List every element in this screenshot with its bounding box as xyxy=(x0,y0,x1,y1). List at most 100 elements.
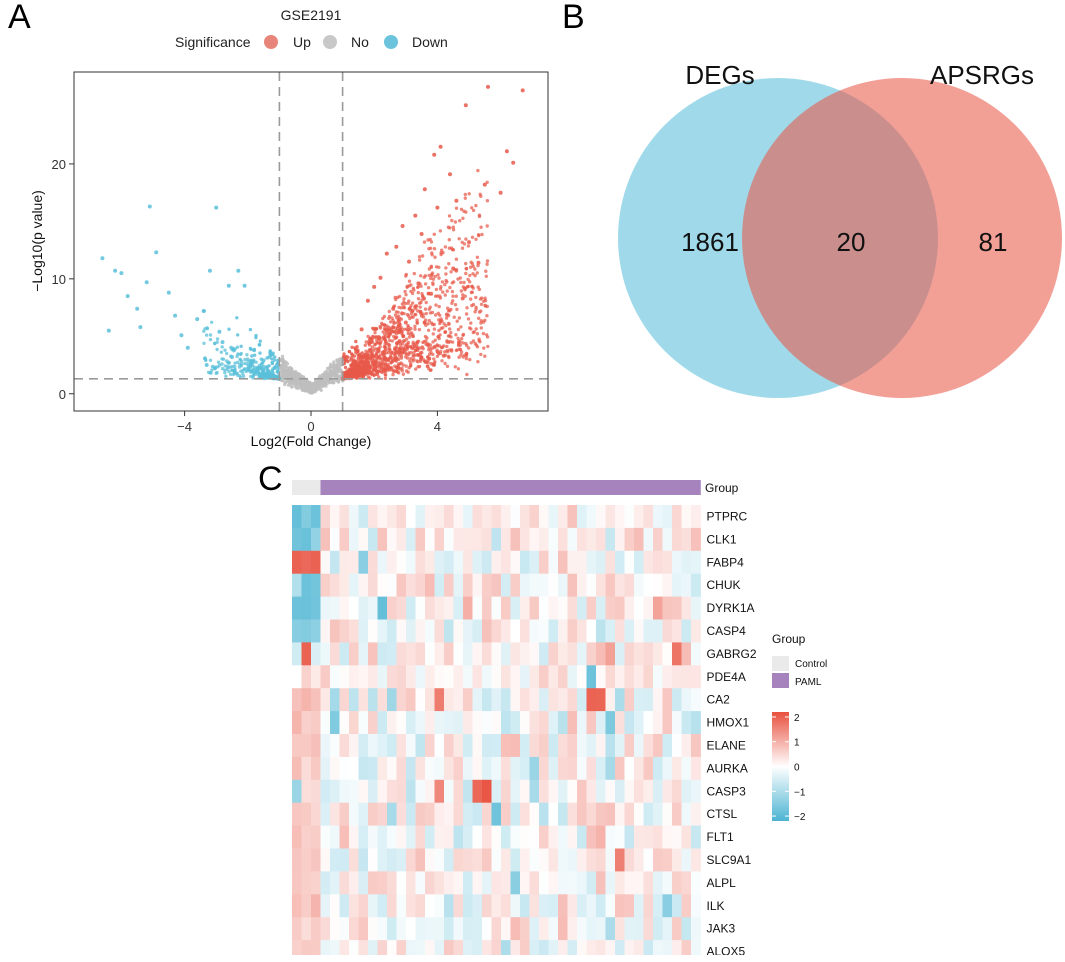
point-up xyxy=(356,355,361,359)
heatmap-cell xyxy=(434,665,445,689)
heatmap-cell xyxy=(463,802,473,826)
heatmap-cell xyxy=(510,917,521,941)
heatmap-cell xyxy=(330,573,340,597)
heatmap-cell xyxy=(463,871,473,895)
point-up xyxy=(370,340,375,344)
point-no xyxy=(298,379,302,384)
point-up xyxy=(438,229,443,233)
point-up xyxy=(389,360,394,364)
point-up xyxy=(466,277,470,282)
heatmap-cell xyxy=(491,848,502,872)
point-up xyxy=(453,220,458,224)
heatmap-cell xyxy=(548,619,559,643)
point-up xyxy=(381,335,386,340)
heatmap-cell xyxy=(491,802,502,826)
heatmap-cell xyxy=(672,711,682,735)
heatmap-cell xyxy=(330,779,340,804)
heatmap-cell xyxy=(330,756,340,781)
point-up xyxy=(416,281,421,286)
point-no xyxy=(304,385,308,390)
point-up xyxy=(453,365,457,369)
heatmap-cell xyxy=(586,917,597,941)
heatmap-cell xyxy=(434,871,445,895)
heatmap-cell xyxy=(672,894,682,918)
heatmap-cell xyxy=(672,734,682,758)
point-up xyxy=(445,344,449,349)
point-up xyxy=(444,316,449,320)
heatmap-cell xyxy=(463,848,473,872)
heatmap-cell xyxy=(672,802,682,826)
point-up xyxy=(394,355,398,359)
heatmap-cell xyxy=(463,711,473,735)
point-down xyxy=(221,357,226,361)
heatmap-cell xyxy=(444,619,454,643)
point-down xyxy=(204,363,209,367)
heatmap-cell xyxy=(596,848,606,872)
heatmap-cell xyxy=(425,734,435,758)
heatmap-cell xyxy=(444,894,454,918)
point-up xyxy=(470,235,475,239)
point-up xyxy=(364,349,368,353)
heatmap-cell xyxy=(301,871,312,895)
heatmap-cell xyxy=(292,550,302,575)
heatmap-cell xyxy=(624,642,635,666)
point-up xyxy=(461,341,465,345)
heatmap-cell xyxy=(510,688,521,712)
heatmap-cell xyxy=(558,917,568,941)
heatmap-cell xyxy=(377,917,388,941)
row-label: CASP3 xyxy=(707,784,747,798)
heatmap-cell xyxy=(510,779,521,804)
point-up xyxy=(455,319,459,323)
heatmap-cell xyxy=(539,871,549,895)
heatmap-cell xyxy=(586,665,597,689)
point-no xyxy=(285,362,290,366)
heatmap-cell xyxy=(510,802,521,826)
heatmap-cell xyxy=(472,619,483,643)
point-up xyxy=(363,343,367,347)
heatmap-cell xyxy=(415,527,426,552)
heatmap-cell xyxy=(662,550,673,575)
point-no xyxy=(297,372,302,377)
heatmap-cell xyxy=(501,779,511,804)
heatmap-cell xyxy=(463,825,473,849)
heatmap-cell xyxy=(691,825,701,849)
point-no xyxy=(323,372,327,376)
heatmap-cell xyxy=(681,642,692,666)
point-up xyxy=(432,152,437,157)
heatmap-cell xyxy=(634,619,644,643)
x-tick-label: 0 xyxy=(307,419,314,434)
point-up xyxy=(371,356,375,360)
heatmap-cell xyxy=(301,527,312,552)
heatmap-cell xyxy=(624,688,635,712)
point-up xyxy=(451,294,455,298)
point-up xyxy=(390,339,394,343)
heatmap-cell xyxy=(653,550,663,575)
heatmap-cell xyxy=(662,940,673,955)
heatmap-cell xyxy=(567,940,578,955)
heatmap-cell xyxy=(567,596,578,620)
heatmap-cell xyxy=(529,894,540,918)
point-up xyxy=(411,354,415,358)
point-up xyxy=(441,353,446,358)
point-up xyxy=(414,313,418,317)
heatmap-cell xyxy=(330,642,340,666)
point-up xyxy=(400,366,404,370)
point-up xyxy=(477,310,482,314)
panel-label-b: B xyxy=(562,0,585,36)
heatmap-cell xyxy=(672,825,682,849)
heatmap-cell xyxy=(330,665,340,689)
legend-key-paml xyxy=(772,673,789,688)
heatmap-cell xyxy=(463,779,473,804)
heatmap-cell xyxy=(586,596,597,620)
heatmap-cell xyxy=(463,688,473,712)
point-up xyxy=(443,245,448,249)
heatmap-cell xyxy=(624,779,635,804)
point-up xyxy=(464,271,468,276)
heatmap-cell xyxy=(453,505,464,529)
point-no xyxy=(299,386,304,390)
heatmap-cell xyxy=(681,871,692,895)
heatmap-cell xyxy=(586,802,597,826)
heatmap-cell xyxy=(653,688,663,712)
heatmap-cell xyxy=(529,734,540,758)
point-up xyxy=(434,303,438,307)
